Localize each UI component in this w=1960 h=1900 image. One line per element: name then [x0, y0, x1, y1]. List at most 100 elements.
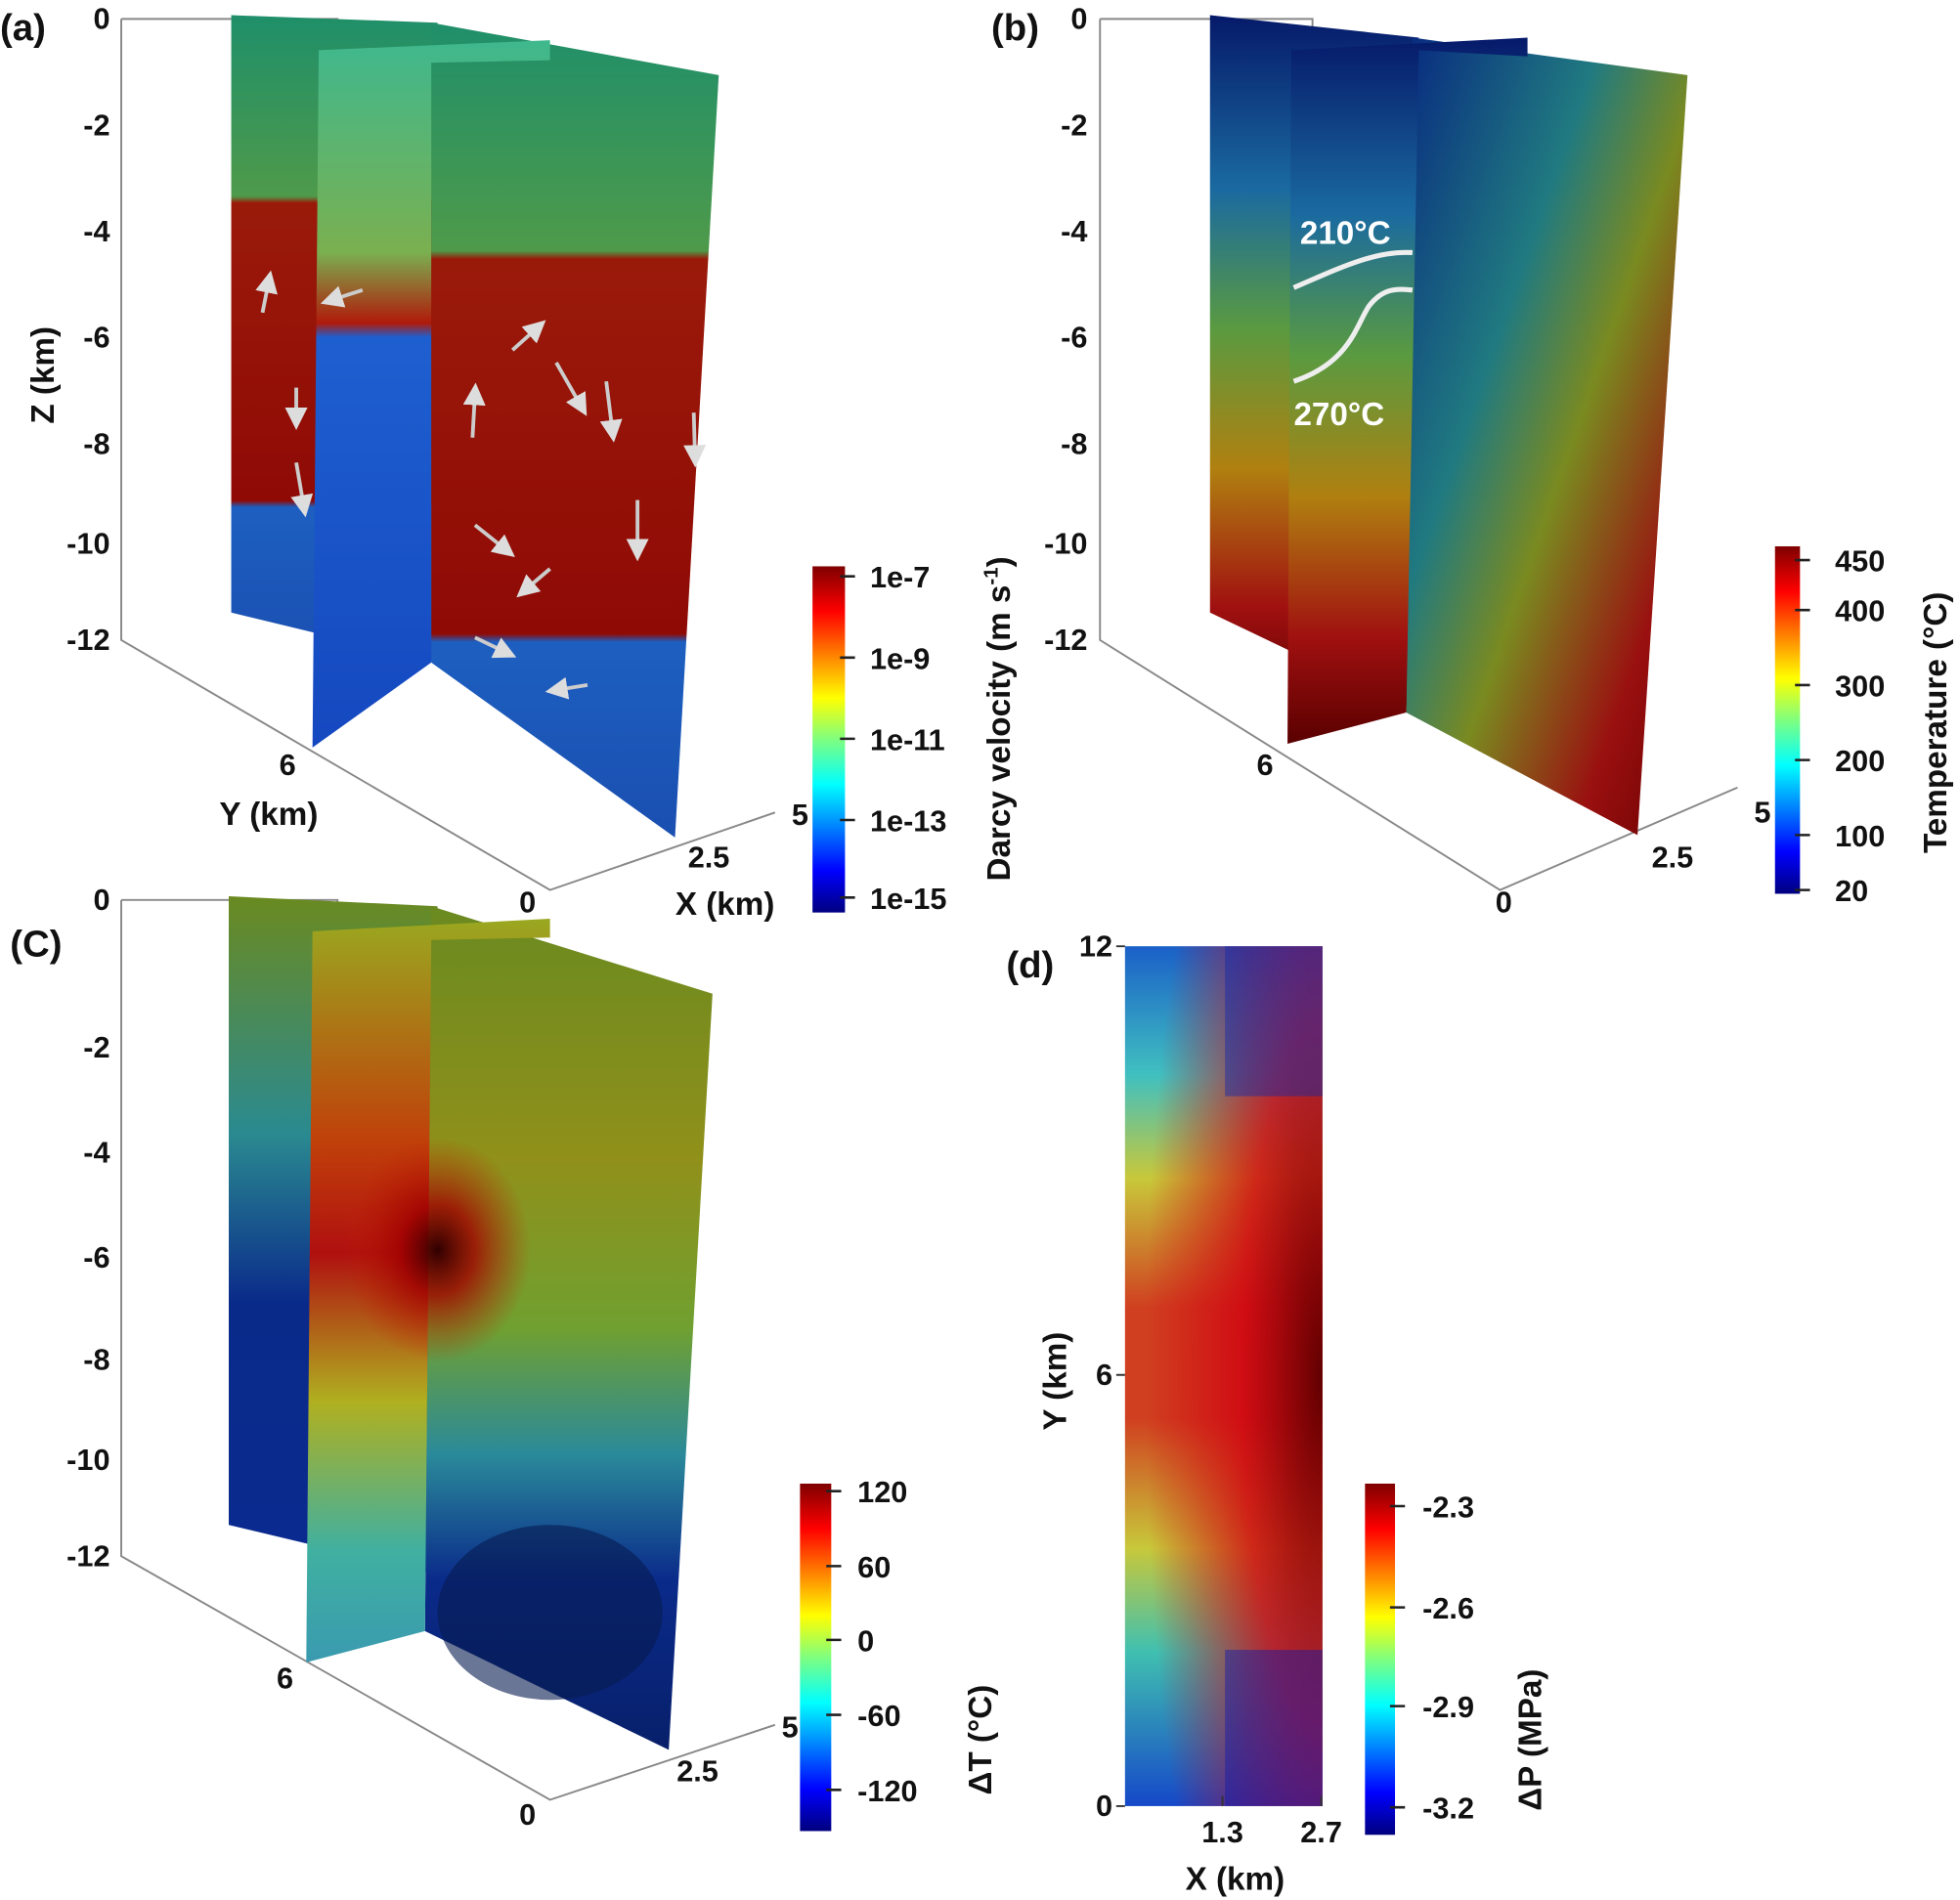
velocity-arrow [544, 676, 588, 700]
z-tick: -10 [66, 1443, 109, 1477]
z-tick: -6 [83, 1240, 109, 1274]
panel-label: (b) [991, 7, 1039, 49]
colorbar-ticks [840, 575, 855, 899]
colorbar-tick: 1e-9 [870, 641, 930, 675]
colorbar-gradient [800, 1484, 832, 1832]
z-tick: -10 [1044, 527, 1087, 561]
panel-b: (b) 210°C 270°C 0 -2 -4 -6 -8 -10 -12 6 … [991, 2, 1954, 920]
x-axis-label: X (km) [1186, 1862, 1285, 1898]
z-tick: -4 [83, 1135, 109, 1169]
colorbar-darcy: 1e-7 1e-9 1e-11 1e-13 1e-15 Darcy veloci… [812, 556, 1018, 916]
colorbar-label: Darcy velocity (m s-1) [980, 556, 1018, 881]
velocity-arrow [683, 412, 707, 468]
x-axis-label: X (km) [675, 886, 775, 923]
y-tick: 12 [1079, 928, 1112, 963]
colorbar-tick: 20 [1835, 874, 1868, 908]
colorbar-gradient [812, 566, 846, 913]
velocity-arrow [290, 461, 314, 518]
x-tick: 2.5 [1652, 841, 1694, 875]
y-tick: 6 [1096, 1358, 1112, 1392]
z-tick: -8 [83, 1343, 109, 1377]
hot-anomaly [343, 1137, 532, 1362]
colorbar-tick: -60 [857, 1699, 900, 1733]
z-tick: -6 [83, 321, 109, 355]
low-region-top [1225, 946, 1323, 1097]
z-tick: -4 [1061, 214, 1087, 248]
colorbar-temperature: 450 400 300 200 100 20 Temperature (°C) [1774, 544, 1954, 908]
colorbar-gradient [1365, 1484, 1396, 1835]
velocity-arrow [320, 285, 364, 308]
velocity-arrow [516, 567, 551, 598]
x-tick: 5 [792, 798, 808, 832]
colorbar-tick: 60 [857, 1550, 891, 1584]
colorbar-tick: 1e-11 [870, 722, 945, 756]
panel-label: (d) [1006, 944, 1054, 986]
colorbar-tick: 400 [1835, 594, 1885, 628]
z-tick: -2 [83, 1030, 109, 1064]
z-tick: -6 [1061, 321, 1087, 355]
z-tick: -8 [83, 426, 109, 460]
z-tick: 0 [93, 2, 109, 36]
x-tick: 2.5 [688, 841, 730, 875]
colorbar-tick: 100 [1835, 819, 1885, 853]
z-tick: -4 [83, 214, 109, 248]
panel-label: (a) [0, 7, 46, 49]
x-tick: 2.5 [676, 1753, 719, 1788]
colorbar-tick: 0 [857, 1623, 874, 1658]
colorbar-tick: -120 [857, 1774, 917, 1808]
colorbar-tick: 450 [1835, 544, 1885, 579]
velocity-arrow [599, 380, 623, 443]
panel-label: (C) [10, 923, 62, 965]
velocity-arrow [462, 382, 486, 438]
y-tick: 6 [277, 1662, 293, 1696]
colorbar-ticks [826, 1490, 842, 1792]
slice-plane-right [1406, 37, 1688, 836]
contour-270 [1292, 286, 1414, 384]
colorbar-tick: 300 [1835, 669, 1885, 703]
velocity-arrow [255, 270, 278, 314]
z-ticks: 0 -2 -4 -6 -8 -10 -12 [66, 2, 109, 658]
colorbar-label: Temperature (°C) [1918, 592, 1954, 854]
colorbar-ticks [1795, 558, 1810, 891]
slice-plane-front [312, 40, 550, 748]
z-tick: -8 [1061, 426, 1087, 460]
z-tick: -12 [66, 623, 109, 657]
slice-plane-front [1287, 37, 1528, 745]
panel-a: (a) 0 -2 -4 -6 -8 -10 -12 [0, 2, 1018, 924]
z-tick: -12 [66, 1538, 109, 1573]
x-tick: 2.7 [1300, 1815, 1342, 1849]
colorbar-tick: -2.6 [1422, 1591, 1474, 1625]
colorbar-tick: 1e-13 [870, 804, 946, 839]
y-tick: 0 [519, 1797, 536, 1832]
colorbar-tick: -3.2 [1422, 1792, 1474, 1826]
colorbar-tick: 120 [857, 1475, 907, 1509]
z-tick: 0 [93, 883, 109, 917]
z-tick: 0 [1070, 2, 1087, 36]
axis-ticks [1115, 945, 1323, 1807]
colorbar-tick: 1e-7 [870, 560, 930, 594]
colorbar-tick: 1e-15 [870, 882, 946, 916]
z-ticks: 0 -2 -4 -6 -8 -10 -12 [1044, 2, 1087, 658]
colorbar-delta-t: 120 60 0 -60 -120 ΔT (°C) [800, 1475, 999, 1832]
y-tick: 6 [280, 748, 296, 782]
x-tick: 5 [1754, 796, 1770, 830]
colorbar-delta-p: -2.3 -2.6 -2.9 -3.2 ΔP (MPa) [1365, 1484, 1549, 1835]
slice-plane-right [431, 22, 719, 838]
z-tick: -2 [1061, 108, 1087, 142]
x-tick: 5 [782, 1710, 799, 1745]
y-tick: 0 [519, 885, 536, 920]
z-tick: -12 [1044, 623, 1087, 657]
z-axis-label: Z (km) [25, 326, 62, 424]
z-ticks: 0 -2 -4 -6 -8 -10 -12 [66, 883, 109, 1573]
y-tick: 0 [1096, 1789, 1112, 1823]
slice-plane-front [306, 919, 550, 1662]
panel-d: (d) 12 6 0 1.3 2.7 X (km) Y (km) -2.3 -2… [1006, 928, 1548, 1897]
y-axis-label: Y (km) [1038, 1332, 1074, 1431]
y-axis-label: Y (km) [219, 797, 318, 833]
velocity-arrow [510, 320, 546, 352]
hot-anomaly [1124, 946, 1323, 1806]
colorbar-label: ΔT (°C) [963, 1685, 999, 1795]
colorbar-tick: -2.3 [1422, 1490, 1474, 1525]
velocity-arrows [255, 270, 707, 700]
